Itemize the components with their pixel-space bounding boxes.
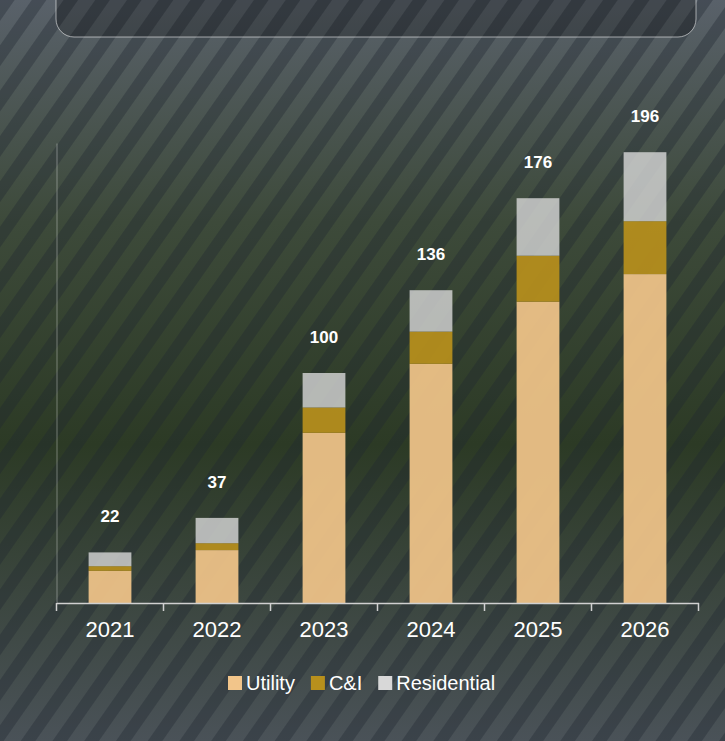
bar-segment: [410, 290, 453, 331]
x-tick-label: 2024: [407, 617, 456, 642]
bar-segment: [624, 274, 667, 603]
legend-swatch: [311, 676, 325, 690]
x-tick-label: 2021: [86, 617, 135, 642]
legend: Utility C&I Residential: [228, 672, 495, 694]
x-tick: 2026: [621, 603, 670, 642]
bar-segment: [517, 256, 560, 302]
bars: [89, 152, 667, 603]
bar-segment: [89, 571, 132, 603]
x-tick: 2022: [193, 603, 242, 642]
category-separator: [591, 603, 593, 611]
total-label: 100: [310, 328, 338, 347]
bar-segment: [89, 566, 132, 571]
bar-segment: [410, 332, 453, 364]
chart: 2021 2022 2023 2024 2025 2026 22 37 100 136 176 196…: [0, 0, 725, 741]
legend-item: C&I: [311, 672, 362, 694]
category-separator: [163, 603, 165, 611]
x-tick: 2024: [407, 603, 456, 642]
x-axis: 2021 2022 2023 2024 2025 2026: [57, 603, 699, 642]
bar-segment: [303, 373, 346, 408]
totals: 22 37 100 136 176 196: [101, 107, 660, 526]
category-separator: [698, 603, 700, 611]
total-label: 136: [417, 245, 445, 264]
bar-segment: [196, 543, 239, 550]
bar-segment: [196, 518, 239, 543]
total-label: 22: [101, 507, 120, 526]
series: [89, 221, 667, 571]
bar-segment: [624, 152, 667, 221]
total-label: 176: [524, 153, 552, 172]
bar-segment: [89, 552, 132, 566]
bar-segment: [303, 433, 346, 603]
bar-segment: [410, 364, 453, 603]
total-label: 37: [208, 473, 227, 492]
category-separator: [484, 603, 486, 611]
x-tick-label: 2025: [514, 617, 563, 642]
category-separator: [56, 603, 58, 611]
bar-segment: [196, 550, 239, 603]
bar-segment: [517, 198, 560, 256]
category-separator: [377, 603, 379, 611]
y-axis: [57, 144, 58, 604]
background: [0, 0, 725, 741]
legend-item: Residential: [378, 672, 495, 694]
category-separator: [270, 603, 272, 611]
total-label: 196: [631, 107, 659, 126]
legend-label: Utility: [246, 672, 295, 694]
separators: [57, 603, 699, 611]
legend-swatch: [378, 676, 392, 690]
bar-segment: [517, 302, 560, 603]
background-texture: [0, 0, 725, 741]
legend-swatch: [228, 676, 242, 690]
y-axis-line: [57, 144, 58, 604]
x-tick: 2025: [514, 603, 563, 642]
x-tick-label: 2023: [300, 617, 349, 642]
x-tick-label: 2022: [193, 617, 242, 642]
legend-label: Residential: [396, 672, 495, 694]
x-tick: 2021: [86, 603, 135, 642]
legend-label: C&I: [329, 672, 362, 694]
header-box: [56, 0, 696, 37]
x-tick: 2023: [300, 603, 349, 642]
bar-segment: [624, 221, 667, 274]
legend-item: Utility: [228, 672, 295, 694]
series: [89, 274, 667, 603]
x-tick-label: 2026: [621, 617, 670, 642]
bar-segment: [303, 408, 346, 433]
series: [89, 152, 667, 566]
